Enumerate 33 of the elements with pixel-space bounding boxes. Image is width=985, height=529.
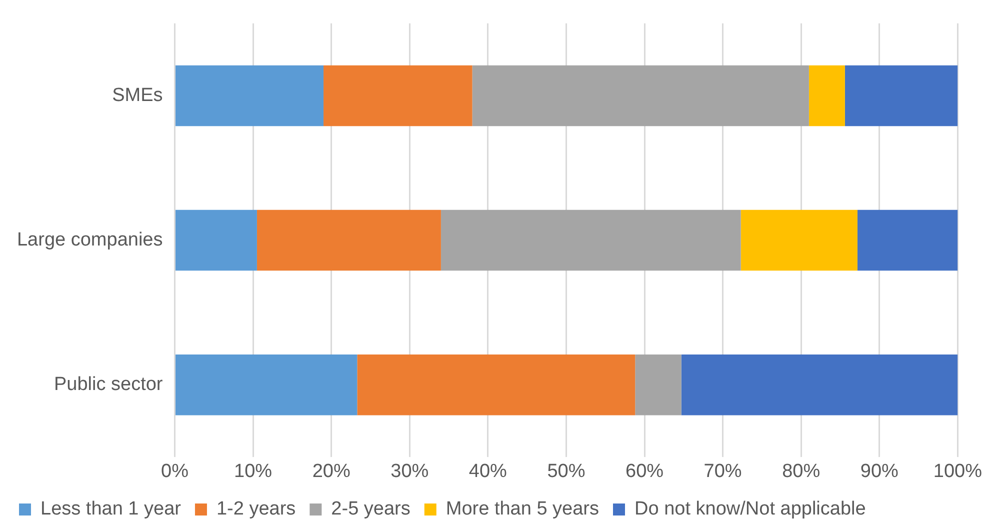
- x-tick-label: 100%: [933, 460, 982, 482]
- bar: [808, 65, 845, 126]
- bar: [635, 354, 682, 416]
- x-tick-label: 80%: [782, 460, 820, 482]
- x-tick-label: 70%: [704, 460, 742, 482]
- x-tick-label: 0%: [161, 460, 189, 482]
- x-tick-label: 30%: [390, 460, 429, 482]
- x-tick-label: 90%: [860, 460, 899, 482]
- y-tick-label: Public sector: [54, 374, 164, 396]
- legend-label: Do not know/Not applicable: [634, 498, 866, 520]
- x-tick-label: 40%: [468, 460, 508, 482]
- legend-label: 2-5 years: [331, 498, 410, 520]
- bar: [472, 65, 809, 126]
- legend-label: Less than 1 year: [40, 498, 182, 520]
- bar: [740, 210, 858, 271]
- y-tick-label: Large companies: [16, 230, 163, 251]
- bar: [176, 210, 257, 271]
- bar: [357, 354, 636, 416]
- legend-label: More than 5 years: [446, 498, 600, 520]
- bar: [256, 210, 441, 271]
- y-tick-label: SMEs: [112, 84, 163, 106]
- x-tick-label: 10%: [234, 460, 272, 482]
- x-tick-label: 50%: [547, 460, 586, 482]
- bar: [324, 65, 472, 126]
- bar: [681, 354, 958, 416]
- x-tick-label: 20%: [312, 460, 350, 482]
- bar: [176, 65, 324, 126]
- bar: [844, 65, 958, 126]
- bar: [176, 354, 358, 416]
- bar: [440, 210, 741, 271]
- bar: [857, 210, 958, 271]
- legend-label: 1-2 years: [216, 498, 296, 520]
- x-tick-label: 60%: [626, 460, 664, 482]
